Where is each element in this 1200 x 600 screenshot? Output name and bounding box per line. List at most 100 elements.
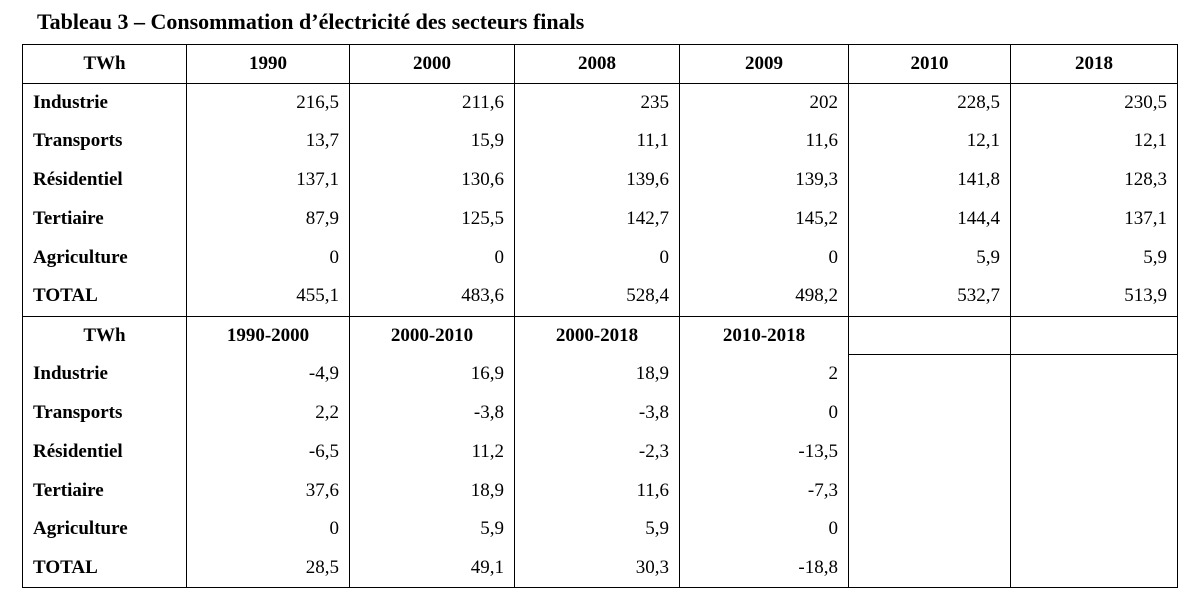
value-cell: 2 [679,354,849,394]
row-label: Résidentiel [22,160,187,200]
table-row: Transports 2,2 -3,8 -3,8 0 [22,393,1178,433]
year-header: 2009 [679,44,849,84]
value-cell: 11,6 [679,122,849,161]
value-cell: 28,5 [186,548,350,589]
value-cell: 532,7 [848,277,1011,317]
value-cell: 202 [679,83,849,123]
year-header: 2008 [514,44,680,84]
table-row: TOTAL 455,1 483,6 528,4 498,2 532,7 513,9 [22,277,1178,317]
table-row: Résidentiel 137,1 130,6 139,6 139,3 141,8 128,… [22,160,1178,200]
value-cell: -13,5 [679,432,849,472]
value-cell: 142,7 [514,199,680,239]
value-cell: 144,4 [848,199,1011,239]
electricity-consumption-table: TWh 1990 2000 2008 2009 2010 2018 Industrie 216,… [22,44,1178,589]
table-title: Tableau 3 – Consommation d’électricité d… [37,9,585,34]
table-row: Industrie 216,5 211,6 235 202 228,5 230,5 [22,83,1178,123]
value-cell: 528,4 [514,277,680,317]
value-cell: 5,9 [514,510,680,549]
value-cell: 125,5 [349,199,515,239]
value-cell: 11,1 [514,122,680,161]
unit-header: TWh [22,44,187,84]
value-cell: 137,1 [1010,199,1178,239]
table-row: Agriculture 0 0 0 0 5,9 5,9 [22,238,1178,278]
empty-cell [848,432,1011,472]
value-cell: 2,2 [186,393,350,433]
table-row: Agriculture 0 5,9 5,9 0 [22,510,1178,549]
row-label: TOTAL [22,277,187,317]
row-label: Tertiaire [22,199,187,239]
value-cell: 141,8 [848,160,1011,200]
empty-cell [1010,432,1178,472]
value-cell: -4,9 [186,354,350,394]
value-cell: 139,3 [679,160,849,200]
value-cell: 18,9 [349,471,515,511]
table-row: Résidentiel -6,5 11,2 -2,3 -13,5 [22,432,1178,472]
value-cell: 137,1 [186,160,350,200]
value-cell: 37,6 [186,471,350,511]
period-header: 1990-2000 [186,316,350,355]
unit-header: TWh [22,316,187,355]
variation-header-row: TWh 1990-2000 2000-2010 2000-2018 2010-2018 [22,316,1178,356]
value-cell: 498,2 [679,277,849,317]
value-cell: 483,6 [349,277,515,317]
value-cell: 5,9 [1010,238,1178,278]
value-cell: 30,3 [514,548,680,589]
value-cell: 0 [679,238,849,278]
empty-cell [848,316,1011,356]
value-cell: 228,5 [848,83,1011,123]
value-cell: -3,8 [514,393,680,433]
value-cell: -2,3 [514,432,680,472]
value-cell: 130,6 [349,160,515,200]
value-cell: 0 [679,393,849,433]
value-cell: 216,5 [186,83,350,123]
value-cell: 16,9 [349,354,515,394]
row-label: Transports [22,122,187,161]
row-label: Industrie [22,83,187,123]
value-cell: -3,8 [349,393,515,433]
value-cell: 87,9 [186,199,350,239]
value-cell: 18,9 [514,354,680,394]
year-header: 1990 [186,44,350,84]
year-header: 2018 [1010,44,1178,84]
value-cell: 0 [186,510,350,549]
value-cell: 11,6 [514,471,680,511]
value-cell: 0 [679,510,849,549]
value-cell: 230,5 [1010,83,1178,123]
year-header: 2000 [349,44,515,84]
empty-cell [1010,393,1178,433]
row-label: Industrie [22,354,187,394]
value-cell: 0 [349,238,515,278]
value-cell: 513,9 [1010,277,1178,317]
value-cell: 0 [186,238,350,278]
empty-cell [848,393,1011,433]
period-header: 2010-2018 [679,316,849,355]
table-row: Transports 13,7 15,9 11,1 11,6 12,1 12,1 [22,122,1178,161]
empty-cell [1010,471,1178,511]
value-cell: -7,3 [679,471,849,511]
value-cell: 12,1 [848,122,1011,161]
value-cell: 5,9 [848,238,1011,278]
empty-cell [848,354,1011,394]
value-cell: 5,9 [349,510,515,549]
value-cell: 15,9 [349,122,515,161]
row-label: Tertiaire [22,471,187,511]
empty-cell [1010,510,1178,549]
value-cell: -18,8 [679,548,849,589]
period-header: 2000-2010 [349,316,515,355]
value-cell: 139,6 [514,160,680,200]
value-cell: 49,1 [349,548,515,589]
value-cell: 145,2 [679,199,849,239]
value-cell: 13,7 [186,122,350,161]
value-cell: 0 [514,238,680,278]
empty-cell [848,510,1011,549]
empty-cell [848,548,1011,589]
empty-cell [1010,316,1178,356]
table-row: Tertiaire 37,6 18,9 11,6 -7,3 [22,471,1178,511]
table-row: TOTAL 28,5 49,1 30,3 -18,8 [22,548,1178,589]
value-cell: 455,1 [186,277,350,317]
empty-cell [1010,548,1178,589]
value-cell: -6,5 [186,432,350,472]
table-row: Tertiaire 87,9 125,5 142,7 145,2 144,4 137,1 [22,199,1178,239]
value-cell: 11,2 [349,432,515,472]
value-cell: 235 [514,83,680,123]
